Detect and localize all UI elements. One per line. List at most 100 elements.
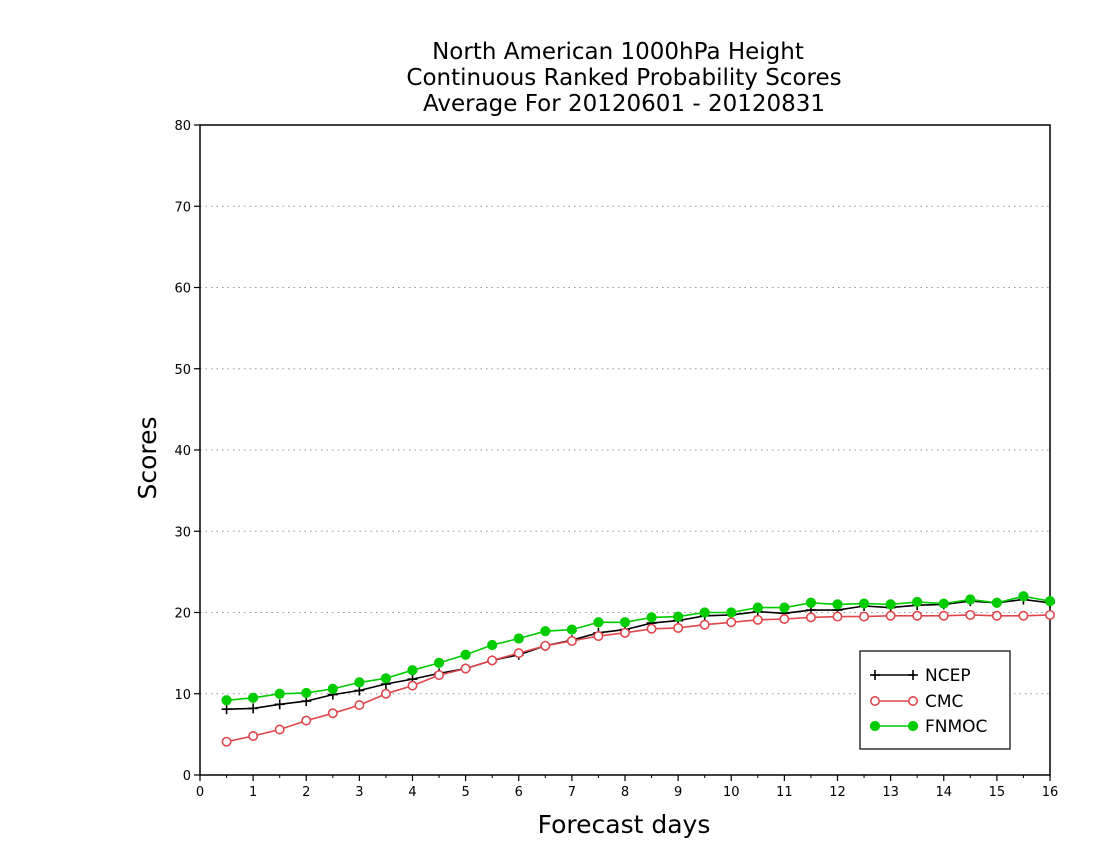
y-axis-ticks: 0 10 20 30 40 50 60 70 80 xyxy=(174,119,200,784)
data-point-cmc xyxy=(752,614,763,625)
data-point-fnmoc xyxy=(885,599,896,610)
data-point-cmc xyxy=(248,730,259,741)
grid-lines xyxy=(200,205,1050,695)
legend-entry-cmc: CMC xyxy=(869,692,963,712)
data-point-ncep xyxy=(248,703,259,714)
x-tick-label: 10 xyxy=(723,785,740,800)
x-axis-ticks: 0 1 2 3 4 5 6 7 8 9 10 11 12 13 14 15 16 xyxy=(196,775,1058,800)
data-point-cmc xyxy=(779,613,790,624)
data-point-cmc xyxy=(380,688,391,699)
legend-marker-cmc xyxy=(907,695,918,706)
y-tick-label: 30 xyxy=(174,525,191,540)
y-tick-label: 60 xyxy=(174,282,191,297)
data-point-fnmoc xyxy=(221,695,232,706)
series-fnmoc xyxy=(221,591,1056,706)
data-point-fnmoc xyxy=(858,598,870,609)
x-tick-label: 12 xyxy=(829,785,846,800)
data-point-cmc xyxy=(673,622,684,633)
y-tick-label: 20 xyxy=(174,607,191,622)
chart-title-line-1: North American 1000hPa Height xyxy=(432,39,804,65)
y-tick-label: 0 xyxy=(183,769,191,784)
data-point-fnmoc xyxy=(779,602,790,613)
x-tick-label: 8 xyxy=(621,785,629,800)
data-point-cmc xyxy=(912,610,923,621)
chart-title-line-3: Average For 20120601 - 20120831 xyxy=(423,91,825,117)
data-point-fnmoc xyxy=(248,692,259,703)
y-axis-label: Scores xyxy=(133,416,162,499)
data-point-cmc xyxy=(646,623,657,634)
legend-marker-ncep xyxy=(870,670,880,680)
data-point-fnmoc xyxy=(805,597,817,608)
x-tick-label: 7 xyxy=(568,785,576,800)
data-point-cmc xyxy=(513,648,524,659)
data-point-fnmoc xyxy=(965,594,976,605)
data-point-fnmoc xyxy=(380,673,392,684)
data-point-fnmoc xyxy=(832,599,843,610)
data-point-cmc xyxy=(434,670,445,681)
data-point-cmc xyxy=(301,715,312,726)
y-tick-label: 50 xyxy=(174,363,191,378)
y-tick-label: 80 xyxy=(174,119,191,134)
x-tick-label: 5 xyxy=(461,785,469,800)
series-group xyxy=(221,591,1056,747)
data-point-cmc xyxy=(221,736,232,747)
legend-marker-fnmoc xyxy=(869,720,881,732)
x-tick-label: 0 xyxy=(196,785,204,800)
chart-title-line-2: Continuous Ranked Probability Scores xyxy=(406,65,841,91)
data-point-cmc xyxy=(699,619,710,630)
data-point-fnmoc xyxy=(726,607,737,618)
data-point-fnmoc xyxy=(991,597,1002,608)
legend-label-cmc: CMC xyxy=(925,692,963,712)
x-tick-label: 6 xyxy=(515,785,523,800)
x-tick-label: 11 xyxy=(776,785,793,800)
data-point-fnmoc xyxy=(433,657,445,668)
data-point-cmc xyxy=(327,708,338,719)
data-point-fnmoc xyxy=(619,617,631,628)
x-tick-label: 3 xyxy=(355,785,363,800)
data-point-cmc xyxy=(407,680,418,691)
data-point-fnmoc xyxy=(912,596,923,608)
data-point-fnmoc xyxy=(938,598,949,609)
data-point-fnmoc xyxy=(354,677,365,688)
data-point-cmc xyxy=(619,627,630,638)
data-point-cmc xyxy=(991,610,1002,621)
x-tick-label: 1 xyxy=(249,785,257,800)
legend-label-fnmoc: FNMOC xyxy=(925,717,987,737)
x-tick-label: 13 xyxy=(882,785,899,800)
data-point-cmc xyxy=(354,700,365,711)
data-point-cmc xyxy=(593,631,604,642)
legend-box xyxy=(859,650,1011,750)
legend: NCEP CMC FNMOC xyxy=(859,650,1011,750)
legend-label-ncep: NCEP xyxy=(925,666,971,686)
data-point-cmc xyxy=(566,635,577,646)
series-cmc xyxy=(221,609,1056,747)
legend-entry-ncep: NCEP xyxy=(870,666,971,686)
x-axis-label: Forecast days xyxy=(538,810,711,839)
data-point-cmc xyxy=(885,610,896,621)
data-point-fnmoc xyxy=(1018,591,1029,602)
data-point-fnmoc xyxy=(301,687,312,699)
data-point-fnmoc xyxy=(327,683,338,694)
data-point-cmc xyxy=(832,611,843,622)
data-point-cmc xyxy=(805,612,816,623)
data-point-cmc xyxy=(859,611,870,622)
x-tick-label: 14 xyxy=(935,785,952,800)
data-point-ncep xyxy=(274,699,285,710)
legend-marker-ncep xyxy=(908,670,918,680)
data-point-cmc xyxy=(1045,609,1056,620)
data-point-fnmoc xyxy=(540,626,551,637)
y-tick-label: 40 xyxy=(174,444,191,459)
data-point-fnmoc xyxy=(1044,596,1056,607)
data-point-fnmoc xyxy=(407,665,418,676)
data-point-fnmoc xyxy=(673,611,684,622)
legend-entry-fnmoc: FNMOC xyxy=(869,717,987,737)
data-point-fnmoc xyxy=(646,612,657,623)
data-point-fnmoc xyxy=(513,633,524,644)
x-tick-label: 2 xyxy=(302,785,310,800)
x-tick-label: 9 xyxy=(674,785,682,800)
data-point-fnmoc xyxy=(752,602,763,613)
data-point-fnmoc xyxy=(460,649,471,660)
data-point-fnmoc xyxy=(699,607,710,618)
y-tick-label: 10 xyxy=(174,688,191,703)
